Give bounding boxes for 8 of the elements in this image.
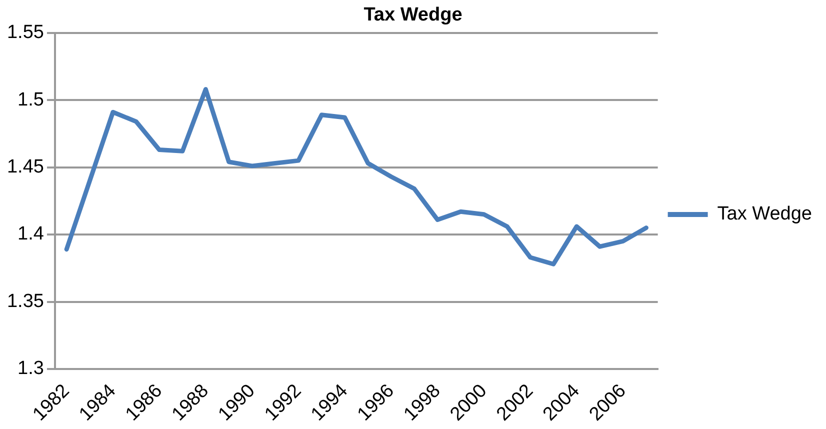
chart-title: Tax Wedge <box>364 4 462 26</box>
y-tick-label: 1.45 <box>6 156 44 178</box>
y-tick-label: 1.4 <box>18 224 44 245</box>
legend-label: Tax Wedge <box>717 204 812 225</box>
y-tick-label: 1.35 <box>6 290 44 312</box>
y-tick-label: 1.3 <box>18 358 44 380</box>
y-tick-label: 1.55 <box>6 22 44 44</box>
y-tick-label: 1.5 <box>18 89 44 110</box>
